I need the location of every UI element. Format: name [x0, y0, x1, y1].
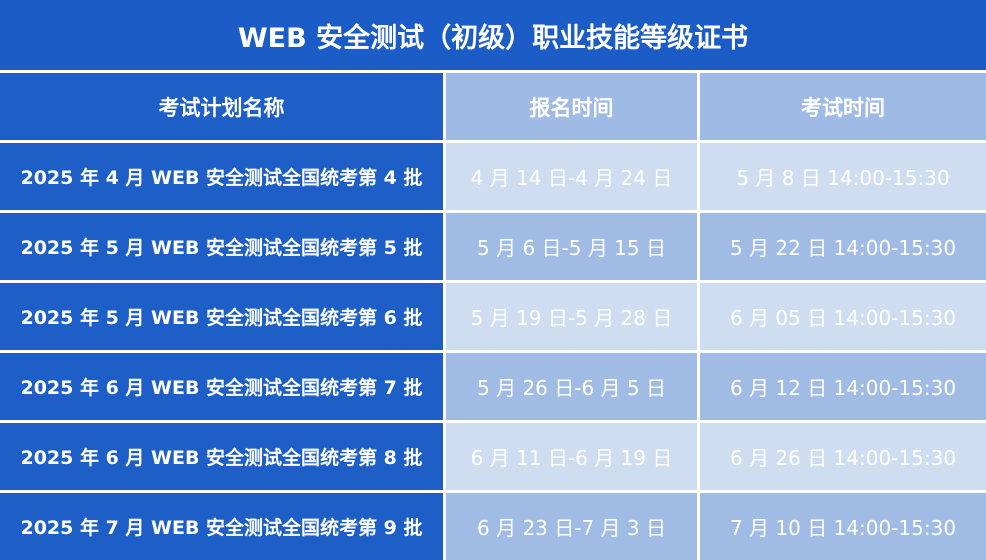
header-exam-time: 考试时间: [700, 73, 986, 140]
plan-name-cell: 2025 年 4 月 WEB 安全测试全国统考第 4 批: [0, 143, 443, 210]
registration-time-cell: 5 月 19 日-5 月 28 日: [446, 283, 697, 350]
header-registration-time: 报名时间: [446, 73, 697, 140]
table-title: WEB 安全测试（初级）职业技能等级证书: [0, 0, 986, 70]
header-plan-name: 考试计划名称: [0, 73, 443, 140]
exam-time-cell: 6 月 26 日 14:00-15:30: [700, 423, 986, 490]
plan-name-cell: 2025 年 6 月 WEB 安全测试全国统考第 7 批: [0, 353, 443, 420]
exam-time-cell: 6 月 05 日 14:00-15:30: [700, 283, 986, 350]
registration-time-cell: 5 月 26 日-6 月 5 日: [446, 353, 697, 420]
plan-name-cell: 2025 年 7 月 WEB 安全测试全国统考第 9 批: [0, 493, 443, 560]
registration-time-cell: 6 月 11 日-6 月 19 日: [446, 423, 697, 490]
exam-time-cell: 7 月 10 日 14:00-15:30: [700, 493, 986, 560]
exam-time-cell: 5 月 8 日 14:00-15:30: [700, 143, 986, 210]
registration-time-cell: 6 月 23 日-7 月 3 日: [446, 493, 697, 560]
registration-time-cell: 4 月 14 日-4 月 24 日: [446, 143, 697, 210]
plan-name-cell: 2025 年 5 月 WEB 安全测试全国统考第 5 批: [0, 213, 443, 280]
plan-name-cell: 2025 年 6 月 WEB 安全测试全国统考第 8 批: [0, 423, 443, 490]
exam-time-cell: 6 月 12 日 14:00-15:30: [700, 353, 986, 420]
plan-name-cell: 2025 年 5 月 WEB 安全测试全国统考第 6 批: [0, 283, 443, 350]
exam-time-cell: 5 月 22 日 14:00-15:30: [700, 213, 986, 280]
registration-time-cell: 5 月 6 日-5 月 15 日: [446, 213, 697, 280]
